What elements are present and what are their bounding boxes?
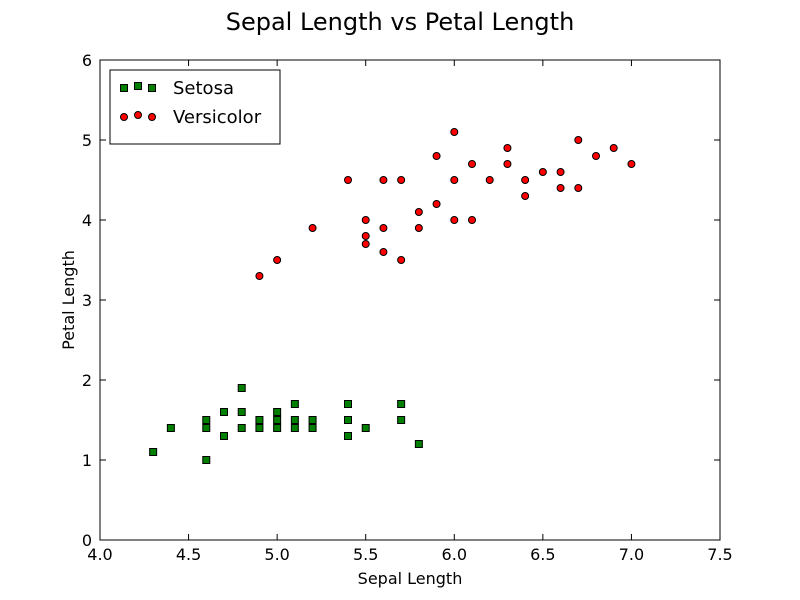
data-point-setosa bbox=[220, 408, 228, 416]
data-point-versicolor bbox=[450, 176, 459, 184]
data-point-setosa bbox=[414, 440, 423, 448]
data-point-versicolor bbox=[414, 208, 423, 216]
data-point-versicolor bbox=[432, 152, 441, 160]
x-axis-label: Sepal Length bbox=[358, 569, 463, 588]
data-point-versicolor bbox=[609, 144, 618, 152]
x-tick-label: 7.0 bbox=[619, 545, 644, 564]
legend-marker bbox=[120, 84, 128, 92]
data-point-setosa bbox=[308, 424, 317, 432]
legend: Setosa Versicolor bbox=[109, 69, 281, 145]
x-tick-label: 4.0 bbox=[87, 545, 112, 564]
y-axis-label: Petal Length bbox=[59, 250, 78, 350]
legend-label: Versicolor bbox=[173, 107, 262, 128]
legend-marker bbox=[120, 113, 128, 121]
data-point-setosa bbox=[344, 416, 352, 424]
data-point-versicolor bbox=[361, 240, 370, 248]
data-point-versicolor bbox=[556, 168, 565, 176]
x-tick-label: 6.5 bbox=[530, 545, 555, 564]
data-point-setosa bbox=[290, 400, 299, 408]
data-point-versicolor bbox=[521, 176, 530, 184]
data-point-setosa bbox=[202, 456, 211, 464]
legend-entry-versicolor: Versicolor bbox=[120, 107, 262, 128]
data-point-setosa bbox=[166, 424, 175, 432]
data-point-setosa bbox=[273, 416, 282, 424]
data-point-versicolor bbox=[308, 224, 317, 232]
data-point-setosa bbox=[344, 400, 352, 408]
data-point-setosa bbox=[202, 424, 211, 432]
y-tick-label: 3 bbox=[82, 291, 92, 310]
data-point-versicolor bbox=[574, 136, 583, 144]
data-point-versicolor bbox=[344, 176, 352, 184]
data-point-versicolor bbox=[592, 152, 600, 160]
data-point-versicolor bbox=[468, 160, 476, 168]
legend-marker bbox=[134, 82, 142, 90]
data-point-setosa bbox=[361, 424, 370, 432]
data-point-setosa bbox=[149, 448, 158, 456]
data-point-setosa bbox=[290, 416, 299, 424]
data-point-versicolor bbox=[379, 224, 388, 232]
data-point-versicolor bbox=[273, 256, 282, 264]
y-tick-label: 2 bbox=[82, 371, 92, 390]
data-point-versicolor bbox=[432, 200, 441, 208]
y-tick-label: 0 bbox=[82, 531, 92, 550]
data-point-versicolor bbox=[450, 128, 459, 136]
data-point-versicolor bbox=[503, 144, 512, 152]
data-point-versicolor bbox=[397, 256, 406, 264]
data-point-versicolor bbox=[379, 176, 388, 184]
x-tick-label: 5.5 bbox=[353, 545, 378, 564]
data-point-versicolor bbox=[361, 232, 370, 240]
data-point-setosa bbox=[290, 424, 299, 432]
series-setosa bbox=[149, 384, 423, 464]
data-point-versicolor bbox=[379, 248, 388, 256]
data-point-setosa bbox=[344, 432, 352, 440]
y-tick-label: 5 bbox=[82, 131, 92, 150]
x-tick-label: 4.5 bbox=[176, 545, 201, 564]
data-point-versicolor bbox=[485, 176, 494, 184]
data-point-versicolor bbox=[468, 216, 476, 224]
data-point-setosa bbox=[220, 432, 228, 440]
x-tick-label: 7.5 bbox=[707, 545, 732, 564]
y-tick-label: 1 bbox=[82, 451, 92, 470]
data-point-versicolor bbox=[556, 184, 565, 192]
data-point-setosa bbox=[237, 384, 246, 392]
data-point-versicolor bbox=[627, 160, 636, 168]
data-point-setosa bbox=[273, 408, 282, 416]
data-point-versicolor bbox=[450, 216, 459, 224]
data-point-versicolor bbox=[574, 184, 583, 192]
series-versicolor bbox=[255, 128, 636, 280]
legend-marker bbox=[148, 113, 156, 121]
data-point-versicolor bbox=[397, 176, 406, 184]
chart-title: Sepal Length vs Petal Length bbox=[226, 8, 575, 36]
data-point-setosa bbox=[273, 424, 282, 432]
x-tick-label: 5.0 bbox=[264, 545, 289, 564]
legend-label: Setosa bbox=[173, 78, 234, 99]
data-point-versicolor bbox=[521, 192, 530, 200]
data-point-setosa bbox=[237, 424, 246, 432]
data-point-setosa bbox=[237, 408, 246, 416]
y-tick-label: 6 bbox=[82, 51, 92, 70]
x-tick-label: 6.0 bbox=[442, 545, 467, 564]
data-point-setosa bbox=[397, 416, 406, 424]
axis-ticks: 4.0 4.5 5.0 5.5 6.0 6.5 7.0 7.5 0 1 2 3 4 5 6 bbox=[82, 51, 733, 564]
plot-area bbox=[149, 128, 636, 464]
y-tick-label: 4 bbox=[82, 211, 92, 230]
data-point-setosa bbox=[202, 416, 211, 424]
data-point-setosa bbox=[255, 416, 264, 424]
legend-marker bbox=[148, 84, 156, 92]
data-point-setosa bbox=[255, 424, 264, 432]
data-point-versicolor bbox=[255, 272, 264, 280]
data-point-versicolor bbox=[503, 160, 512, 168]
legend-marker bbox=[134, 111, 142, 119]
data-point-versicolor bbox=[361, 216, 370, 224]
data-point-versicolor bbox=[414, 224, 423, 232]
data-point-setosa bbox=[308, 416, 317, 424]
legend-entry-setosa: Setosa bbox=[120, 78, 234, 99]
data-point-setosa bbox=[397, 400, 406, 408]
data-point-versicolor bbox=[538, 168, 547, 176]
